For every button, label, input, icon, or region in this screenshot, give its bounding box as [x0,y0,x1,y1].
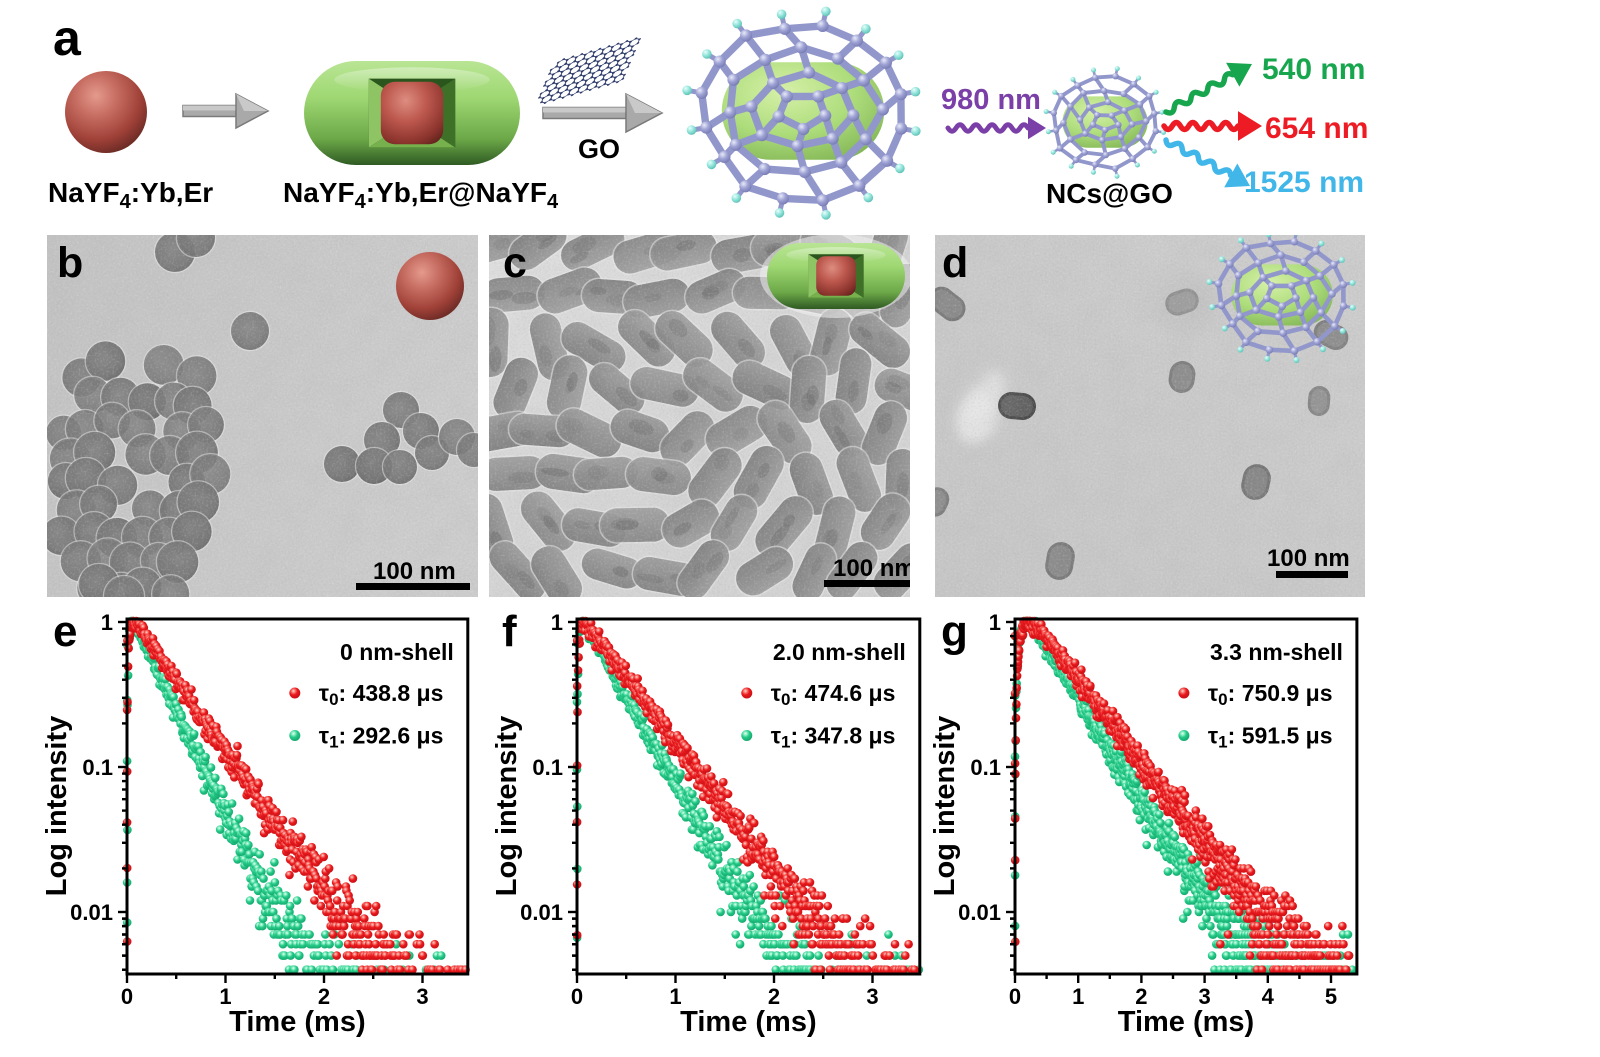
svg-text:1: 1 [101,610,113,635]
svg-text:0 nm-shell: 0 nm-shell [340,639,454,665]
svg-text:0.1: 0.1 [532,755,563,780]
svg-text:100 nm: 100 nm [373,558,456,585]
svg-text:τ0: 474.6 μs: τ0: 474.6 μs [771,680,896,709]
svg-text:NCs@GO: NCs@GO [1046,178,1173,209]
svg-text:0.01: 0.01 [70,900,113,925]
svg-text:a: a [53,10,82,66]
svg-text:0: 0 [121,984,133,1009]
svg-text:3: 3 [416,984,428,1009]
svg-text:654 nm: 654 nm [1265,112,1368,145]
svg-text:Log intensity: Log intensity [491,716,523,896]
svg-text:3: 3 [866,984,878,1009]
svg-text:τ1: 292.6 μs: τ1: 292.6 μs [319,723,444,752]
svg-text:Log intensity: Log intensity [41,716,73,896]
svg-text:GO: GO [578,134,620,164]
svg-text:NaYF4:Yb,Er@NaYF4: NaYF4:Yb,Er@NaYF4 [283,177,559,213]
svg-text:τ0: 438.8 μs: τ0: 438.8 μs [319,680,444,709]
svg-text:0: 0 [571,984,583,1009]
svg-text:1: 1 [551,610,563,635]
svg-text:Time (ms): Time (ms) [680,1006,816,1038]
svg-text:1525 nm: 1525 nm [1244,166,1364,199]
svg-text:980 nm: 980 nm [941,84,1041,116]
svg-text:Time (ms): Time (ms) [229,1006,365,1038]
svg-text:0.1: 0.1 [82,755,113,780]
svg-text:0.01: 0.01 [520,900,563,925]
svg-text:τ1: 347.8 μs: τ1: 347.8 μs [771,723,896,752]
svg-text:NaYF4:Yb,Er: NaYF4:Yb,Er [48,177,213,213]
svg-text:b: b [57,239,83,287]
svg-text:540 nm: 540 nm [1262,53,1365,86]
svg-text:2.0 nm-shell: 2.0 nm-shell [773,639,906,665]
